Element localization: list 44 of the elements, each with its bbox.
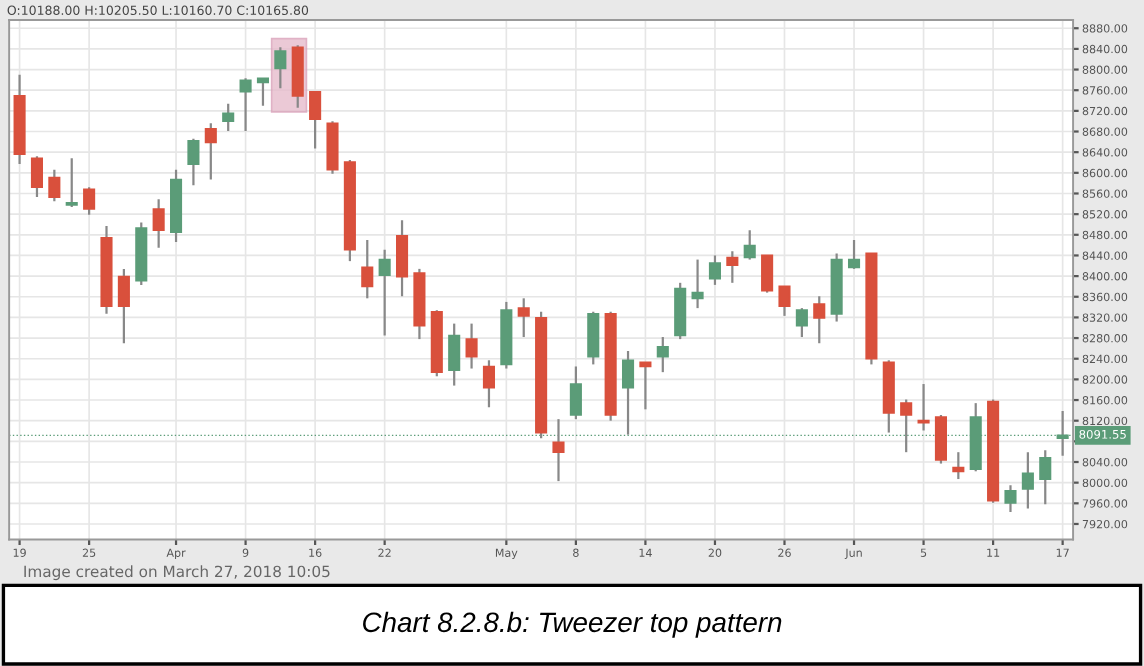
candlestick <box>847 238 861 270</box>
candlestick <box>152 198 165 249</box>
candlestick <box>587 310 600 366</box>
candlestick <box>465 322 478 370</box>
candlestick <box>1039 449 1052 506</box>
candlestick <box>117 267 130 345</box>
candlestick <box>761 254 774 294</box>
candlestick <box>917 382 930 432</box>
candlestick <box>795 307 808 339</box>
candlestick <box>309 90 322 150</box>
candlestick <box>256 77 270 107</box>
candlestick <box>674 281 687 341</box>
candlestick <box>952 451 965 481</box>
candlestick <box>778 285 791 317</box>
candlestick <box>569 365 582 421</box>
candlestick <box>708 254 722 286</box>
candlestick <box>204 122 217 181</box>
candlestick <box>726 250 739 284</box>
candlestick <box>482 359 496 409</box>
candlestick <box>48 168 61 203</box>
candlestick <box>239 77 252 133</box>
candlestick <box>743 229 756 261</box>
candlestick <box>934 413 948 465</box>
caption: Chart 8.2.8.b: Tweezer top pattern <box>363 611 782 638</box>
candlestick <box>656 335 669 374</box>
candlestick <box>1021 451 1034 510</box>
candlestick <box>30 155 44 199</box>
candlestick <box>517 297 530 339</box>
candlestick <box>448 322 461 387</box>
candlestick <box>65 157 78 209</box>
candlestick <box>395 219 409 298</box>
candlestick <box>361 238 374 300</box>
candlestick <box>1004 484 1017 514</box>
candlestick <box>83 186 96 216</box>
candlestick <box>274 46 287 90</box>
candlestick <box>222 102 235 133</box>
candlestick <box>187 137 200 187</box>
candlestick <box>552 418 565 483</box>
candlestick <box>691 258 704 310</box>
candlestick <box>639 361 652 411</box>
candlestick <box>900 398 913 454</box>
candlestick <box>813 295 826 345</box>
candlestick <box>326 120 339 175</box>
candlestick <box>378 248 391 337</box>
